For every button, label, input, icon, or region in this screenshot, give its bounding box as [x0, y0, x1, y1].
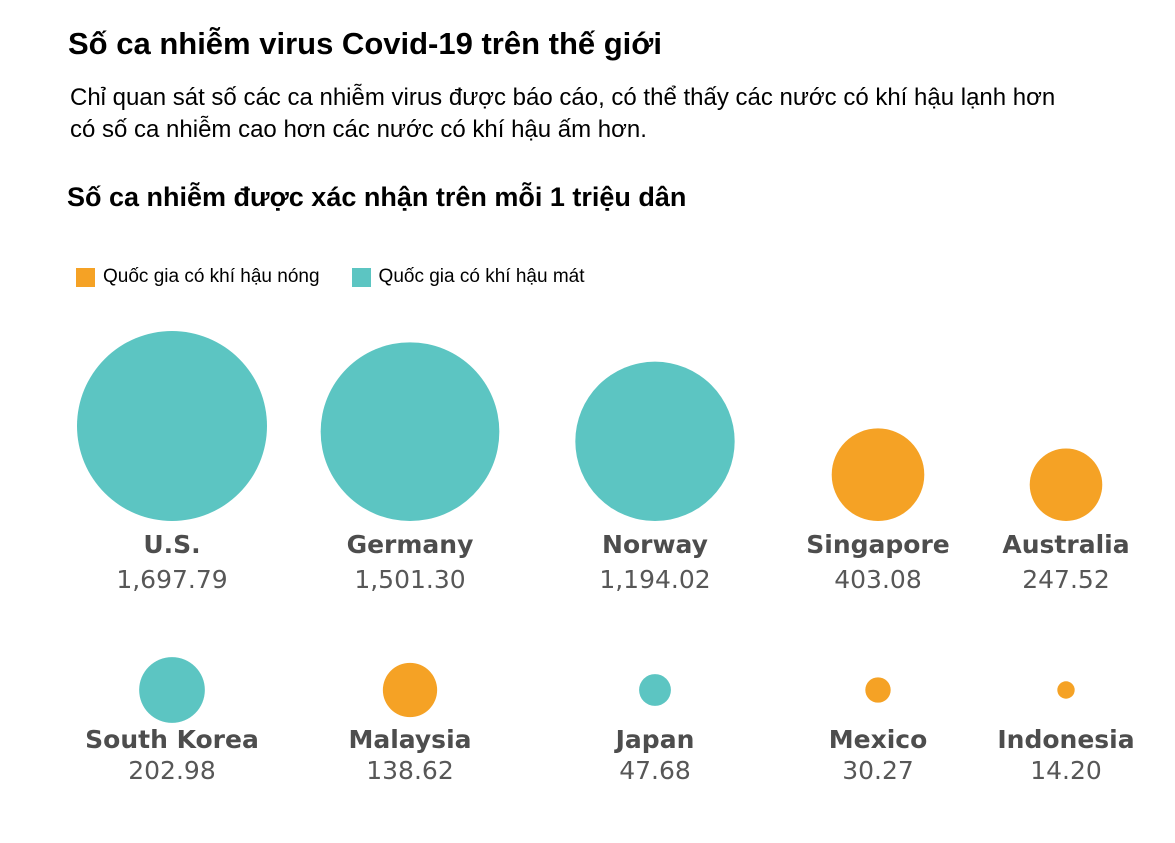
country-label-u-s: U.S. — [143, 530, 200, 559]
legend-swatch-hot — [76, 267, 95, 287]
bubble-mexico — [865, 677, 891, 703]
value-label-japan: 47.68 — [619, 756, 691, 785]
value-label-australia: 247.52 — [1022, 565, 1109, 594]
country-label-mexico: Mexico — [829, 725, 928, 754]
value-label-indonesia: 14.20 — [1030, 756, 1102, 785]
country-label-norway: Norway — [602, 530, 708, 559]
country-label-malaysia: Malaysia — [348, 725, 471, 754]
bubble-japan — [639, 674, 671, 706]
country-label-australia: Australia — [1002, 530, 1129, 559]
value-label-singapore: 403.08 — [834, 565, 921, 594]
legend-swatch-cool — [351, 267, 371, 287]
value-label-south-korea: 202.98 — [128, 756, 215, 785]
value-label-malaysia: 138.62 — [366, 756, 453, 785]
legend-item-cool: Quốc gia có khí hậu mát — [351, 266, 585, 288]
country-label-germany: Germany — [347, 530, 474, 559]
bubble-germany — [320, 342, 500, 521]
country-label-south-korea: South Korea — [85, 725, 259, 754]
value-label-mexico: 30.27 — [842, 756, 914, 785]
legend-item-hot: Quốc gia có khí hậu nóng — [76, 266, 320, 288]
value-label-norway: 1,194.02 — [599, 565, 710, 594]
bubble-australia — [1029, 448, 1103, 521]
value-label-germany: 1,501.30 — [354, 565, 465, 594]
legend-label-hot: Quốc gia có khí hậu nóng — [103, 266, 320, 287]
bubble-indonesia — [1057, 681, 1075, 699]
bubble-south-korea — [139, 657, 205, 723]
chart-title: Số ca nhiễm được xác nhận trên mỗi 1 tri… — [67, 182, 687, 212]
bubble-u-s — [77, 331, 267, 521]
country-label-singapore: Singapore — [806, 530, 950, 559]
bubble-singapore — [831, 428, 925, 521]
chart-legend: Quốc gia có khí hậu nóng Quốc gia có khí… — [76, 264, 585, 290]
page-subtitle: Chỉ quan sát số các ca nhiễm virus được … — [70, 84, 1056, 143]
legend-label-cool: Quốc gia có khí hậu mát — [378, 266, 585, 287]
bubble-malaysia — [382, 662, 438, 718]
country-label-indonesia: Indonesia — [997, 725, 1134, 754]
value-label-u-s: 1,697.79 — [116, 565, 227, 594]
bubble-norway — [575, 361, 735, 521]
country-label-japan: Japan — [614, 725, 695, 754]
page-title: Số ca nhiễm virus Covid-19 trên thế giới — [68, 26, 662, 61]
